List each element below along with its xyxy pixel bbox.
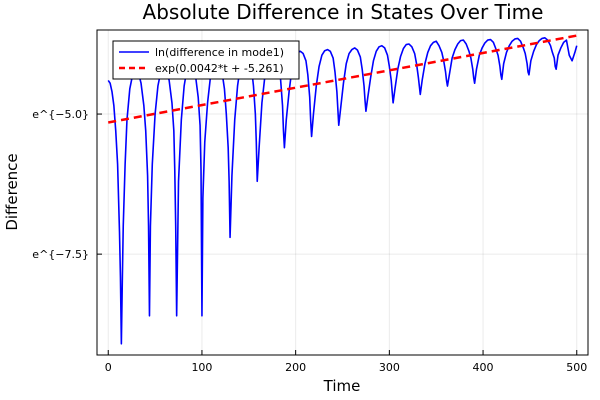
x-axis-label: Time [323, 377, 361, 395]
chart-title: Absolute Difference in States Over Time [143, 0, 544, 24]
legend-box [112, 40, 300, 80]
x-tick-label: 200 [285, 361, 306, 374]
y-tick-label: e^{−5.0} [32, 108, 89, 121]
legend-label-2: exp(0.0042*t + -5.261) [155, 62, 284, 75]
x-tick-label: 300 [379, 361, 400, 374]
x-tick-label: 500 [566, 361, 587, 374]
y-axis-label: Difference [3, 153, 21, 230]
grid [97, 30, 588, 355]
series-line-2 [108, 34, 577, 124]
x-tick-label: 100 [191, 361, 212, 374]
plot-frame [96, 29, 589, 356]
plot-area [107, 34, 578, 345]
series-line-1 [107, 37, 578, 345]
tick-labels: 0 100 200 300 400 500 e^{−5.0} e^{−7.5} [32, 108, 587, 374]
legend: ln(difference in mode1) exp(0.0042*t + -5… [112, 40, 300, 80]
x-tick-label: 0 [105, 361, 112, 374]
x-tick-label: 400 [473, 361, 494, 374]
legend-label-1: ln(difference in mode1) [155, 46, 284, 59]
y-tick-label: e^{−7.5} [32, 248, 89, 261]
